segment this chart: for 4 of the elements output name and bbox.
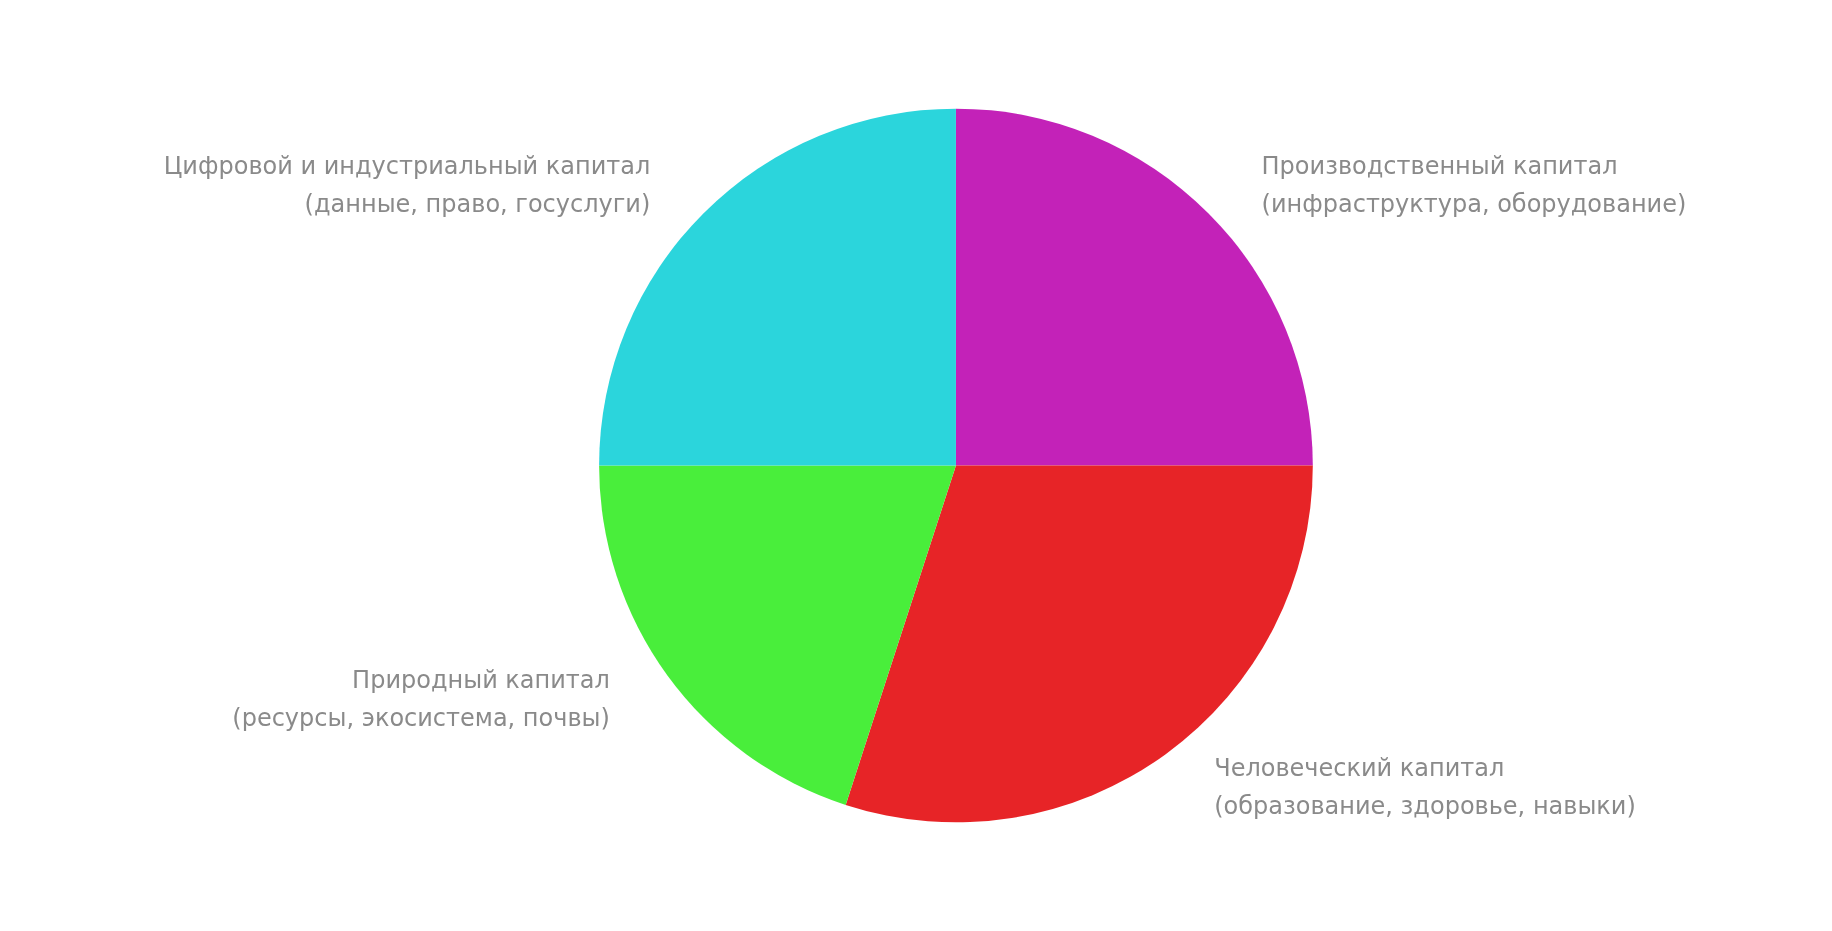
slice-label: Цифровой и индустриальный капитал (данные, право, госуслуги) xyxy=(163,151,651,218)
slice-label: Природный капитал (ресурсы, экосистема, почвы) xyxy=(232,665,610,732)
slice-label: Человеческий капитал (образование, здоровье, навыки) xyxy=(1214,753,1636,820)
slice-label: Производственный капитал (инфраструктура, оборудование) xyxy=(1261,151,1687,218)
